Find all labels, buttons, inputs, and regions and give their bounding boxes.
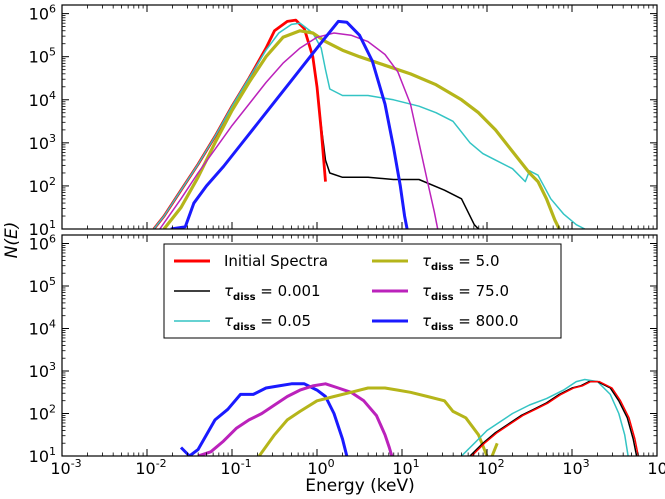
bottom-series-1	[197, 382, 394, 456]
x-axis-title: Energy (keV)	[305, 476, 415, 496]
axes-layer: 10110210310410510610110210310410510610-3…	[29, 3, 665, 478]
x-tick-label: 101	[392, 457, 419, 478]
bottom-series-0	[179, 382, 349, 456]
legend-label: τdiss = 800.0	[422, 312, 519, 333]
x-tick-label: 10-2	[135, 457, 166, 478]
bottom-series-2	[257, 386, 489, 456]
top-y-tick-label: 104	[29, 89, 56, 110]
top-panel	[152, 18, 586, 229]
x-tick-label: 103	[562, 457, 589, 478]
legend-label: τdiss = 5.0	[422, 252, 500, 273]
bottom-panel	[179, 378, 640, 456]
bottom-y-tick-label: 103	[29, 360, 56, 381]
bottom-y-tick-label: 104	[29, 318, 56, 339]
x-tick-label: 10-3	[50, 457, 81, 478]
legend-label: Initial Spectra	[224, 252, 328, 270]
top-y-tick-label: 103	[29, 132, 56, 153]
legend-label: τdiss = 75.0	[422, 282, 509, 303]
x-tick-label: 104	[647, 457, 665, 478]
bottom-series-group	[179, 378, 640, 456]
top-y-tick-label: 101	[29, 218, 56, 239]
bottom-y-tick-label: 106	[29, 233, 56, 254]
bottom-y-tick-label: 102	[29, 403, 56, 424]
legend-label: τdiss = 0.001	[224, 282, 321, 303]
top-y-tick-label: 106	[29, 3, 56, 24]
top-series-5	[170, 19, 409, 229]
bottom-series-5	[469, 380, 638, 456]
top-series-3	[162, 29, 561, 229]
bottom-y-tick-label: 105	[29, 275, 56, 296]
legend: Initial Spectra τdiss = 0.001 τdiss = 0.05…	[163, 243, 562, 339]
bottom-series-3	[490, 442, 499, 456]
top-y-tick-label: 102	[29, 175, 56, 196]
top-series-1	[152, 18, 327, 229]
bottom-series-4	[460, 378, 629, 456]
legend-label: τdiss = 0.05	[224, 312, 311, 333]
bottom-series-6	[471, 380, 640, 456]
top-series-group	[152, 18, 586, 229]
x-tick-label: 10-1	[220, 457, 251, 478]
legend-box	[163, 243, 562, 339]
top-y-tick-label: 105	[29, 46, 56, 67]
x-tick-label: 100	[307, 457, 334, 478]
y-axis-title: N(E)	[2, 222, 22, 259]
bottom-y-tick-label: 101	[29, 445, 56, 466]
top-series-4	[159, 32, 439, 229]
x-tick-label: 102	[477, 457, 504, 478]
